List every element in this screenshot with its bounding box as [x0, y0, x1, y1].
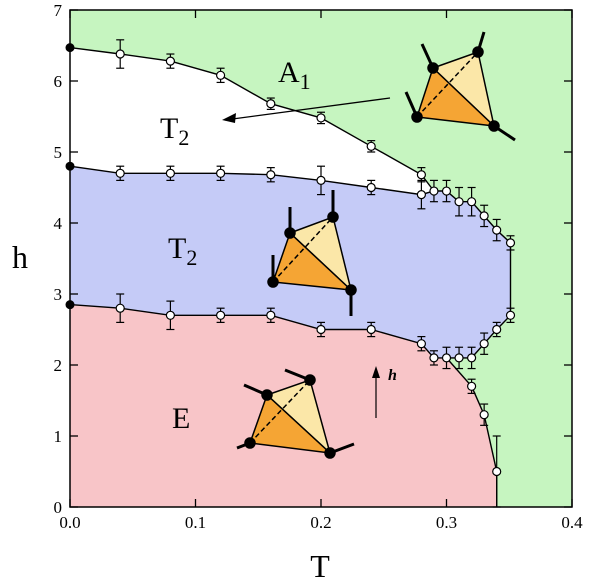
tetrahedron	[404, 31, 516, 142]
x-tick-label: 0.4	[561, 513, 583, 532]
data-point	[266, 170, 276, 180]
data-point	[216, 310, 226, 320]
region-label: E	[172, 402, 190, 435]
pointer-arrow	[224, 97, 391, 121]
data-point	[366, 324, 376, 335]
region-label: T2	[168, 232, 197, 270]
region-name: A	[278, 56, 300, 89]
data-point	[492, 466, 502, 477]
y-tick-label: 1	[54, 427, 63, 446]
data-point	[316, 324, 326, 335]
x-tick-label: 0.0	[59, 513, 80, 532]
decorations	[222, 31, 516, 459]
data-point	[216, 70, 226, 80]
region-name: T	[168, 232, 186, 265]
x-tick-label: 0.1	[185, 513, 206, 532]
data-point	[366, 141, 376, 151]
region-subscript: 1	[300, 69, 311, 94]
data-point	[416, 190, 426, 200]
data-point	[492, 225, 502, 235]
boundary-line	[69, 165, 512, 359]
data-point	[479, 410, 489, 420]
data-point	[366, 182, 376, 193]
data-point	[429, 353, 439, 363]
y-tick-label: 5	[54, 143, 63, 162]
data-point	[115, 303, 125, 313]
arrow-head	[222, 113, 236, 123]
data-point	[416, 339, 426, 349]
data-point	[266, 310, 276, 320]
x-tick-label: 0.3	[436, 513, 457, 532]
region-subscript: 2	[186, 245, 197, 270]
data-point	[492, 324, 502, 335]
region-white	[70, 47, 434, 195]
y-tick-label: 7	[54, 1, 63, 20]
y-axis-label: h	[12, 239, 28, 275]
y-tick-label: 6	[54, 72, 63, 91]
x-axis-label: T	[310, 548, 330, 584]
data-point	[467, 197, 477, 207]
region-label: A1	[278, 56, 311, 94]
axes: 0.0 0.1 0.2 0.3 0.4 0 1 2 3 4 5 6 7	[54, 1, 584, 532]
data-point	[165, 56, 175, 66]
data-point	[441, 353, 452, 363]
tetrahedron	[267, 190, 357, 316]
tetrahedron	[236, 368, 355, 459]
data-point	[165, 310, 175, 320]
data-point	[479, 339, 489, 349]
annotation: h	[388, 367, 397, 384]
data-point	[467, 353, 477, 363]
data-point	[416, 170, 426, 180]
data-point	[216, 168, 226, 178]
data-point	[316, 113, 326, 123]
data-point	[505, 238, 516, 248]
y-tick-label: 0	[54, 498, 63, 517]
data-point	[165, 168, 175, 178]
region-name: E	[172, 402, 190, 435]
data-point	[454, 353, 464, 363]
data-point	[454, 197, 464, 207]
data-point	[429, 186, 439, 196]
data-point	[441, 186, 452, 196]
y-tick-label: 4	[54, 214, 63, 233]
region-label: T2	[160, 112, 189, 150]
data-point	[467, 381, 477, 391]
data-point	[115, 49, 125, 59]
region-name: T	[160, 112, 178, 145]
data-point	[266, 99, 276, 109]
data-point	[316, 175, 326, 185]
arrow-head	[372, 366, 380, 378]
data-point	[479, 211, 489, 221]
x-tick-label: 0.2	[310, 513, 331, 532]
y-tick-label: 2	[54, 356, 63, 375]
region-subscript: 2	[178, 125, 189, 150]
y-tick-label: 3	[54, 285, 63, 304]
data-point	[115, 168, 125, 178]
data-point	[505, 310, 516, 320]
